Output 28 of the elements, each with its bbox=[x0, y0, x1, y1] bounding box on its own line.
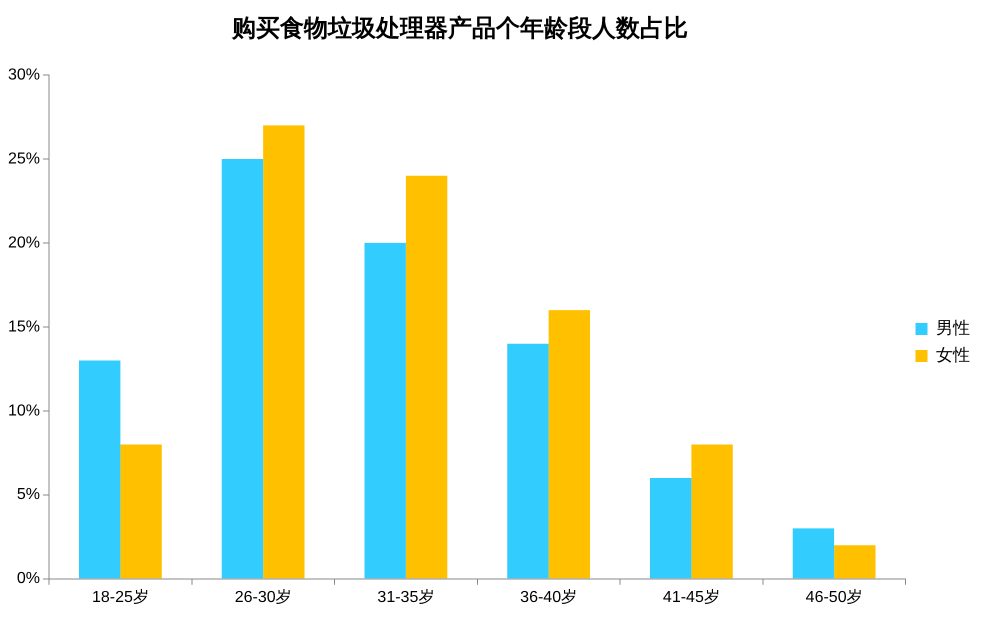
bar bbox=[364, 242, 406, 578]
y-tick-label: 5% bbox=[16, 486, 40, 504]
chart-title: 购买食物垃圾处理器产品个年龄段人数占比 bbox=[230, 13, 689, 44]
y-tick-label: 30% bbox=[8, 66, 40, 84]
bar bbox=[691, 444, 733, 578]
x-tick-label: 46-50岁 bbox=[806, 588, 863, 606]
y-tick-label: 25% bbox=[8, 150, 40, 168]
y-tick-label: 10% bbox=[8, 402, 40, 420]
y-tick-label: 0% bbox=[16, 570, 40, 588]
bar bbox=[406, 176, 448, 578]
x-tick-label: 36-40岁 bbox=[520, 588, 578, 606]
bar bbox=[222, 158, 264, 578]
bar bbox=[792, 528, 834, 578]
legend-label: 女性 bbox=[936, 346, 970, 365]
bar bbox=[507, 344, 549, 578]
bar bbox=[79, 360, 120, 578]
bar bbox=[548, 310, 590, 578]
bar bbox=[834, 545, 876, 578]
legend-label: 男性 bbox=[936, 318, 970, 338]
x-tick-label: 41-45岁 bbox=[662, 588, 720, 606]
x-tick-label: 26-30岁 bbox=[234, 588, 292, 606]
y-tick-label: 20% bbox=[8, 234, 40, 252]
bar bbox=[650, 478, 692, 578]
bar bbox=[120, 444, 162, 578]
x-tick-label: 18-25岁 bbox=[92, 588, 149, 606]
bar bbox=[263, 125, 305, 578]
y-tick-label: 15% bbox=[8, 318, 40, 336]
x-tick-label: 31-35岁 bbox=[377, 588, 434, 606]
